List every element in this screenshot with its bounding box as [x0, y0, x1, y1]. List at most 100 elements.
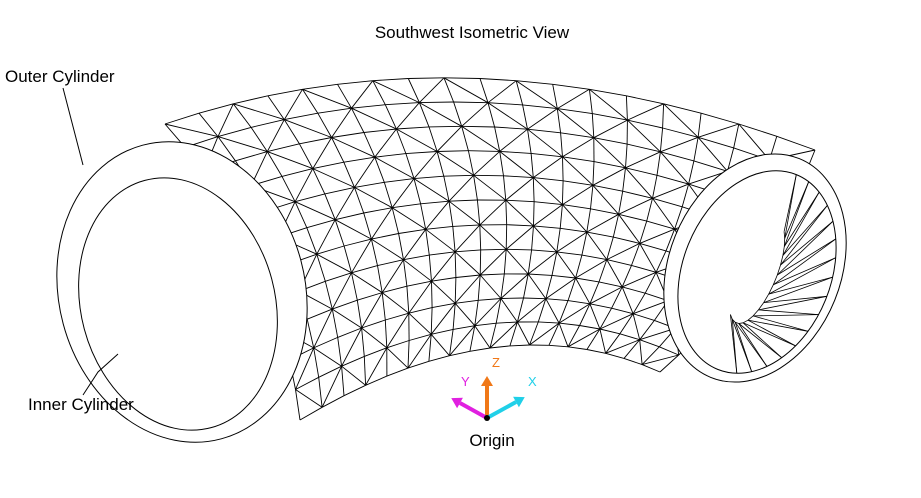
inner-cylinder-label: Inner Cylinder — [28, 395, 134, 414]
mesh-ring-edge — [479, 249, 482, 276]
mesh-ring-edge — [461, 126, 469, 151]
mesh-long-edge — [337, 80, 373, 85]
mesh-long-edge — [652, 197, 683, 208]
mesh-ring-edge — [281, 176, 296, 202]
inner-wall-edge — [731, 319, 753, 372]
mesh-long-edge — [398, 228, 426, 234]
mesh-ring-edge — [527, 249, 533, 275]
mesh-diagonal-edge — [556, 251, 576, 279]
mesh-long-edge — [428, 125, 462, 128]
mesh-long-edge — [563, 180, 593, 186]
mesh-ring-edge — [562, 156, 564, 181]
mesh-long-edge — [559, 322, 580, 326]
mesh-ring-edge — [343, 245, 352, 273]
mesh-long-edge — [335, 212, 364, 221]
mesh-ring-edge — [499, 151, 504, 176]
mesh-diagonal-edge — [454, 224, 481, 253]
z-axis-arrow — [481, 376, 493, 418]
mesh-ring-edge — [598, 259, 608, 283]
mesh-ring-edge — [377, 265, 383, 293]
mesh-long-edge — [593, 137, 628, 145]
mesh-long-edge — [626, 95, 664, 105]
mesh-ring-edge — [436, 151, 445, 177]
mesh-ring-edge — [331, 137, 345, 163]
mesh-diagonal-edge — [660, 151, 689, 185]
mesh-long-edge — [408, 307, 433, 314]
mesh-diagonal-edge — [567, 328, 601, 348]
mesh-diagonal-edge — [599, 313, 634, 330]
mesh-ring-edge — [428, 334, 432, 362]
mesh-diagonal-edge — [316, 253, 352, 274]
mesh-ring-edge — [430, 307, 433, 335]
mesh-diagonal-edge — [267, 151, 313, 170]
mesh-ring-edge — [374, 157, 385, 183]
inner-wall-edge — [773, 238, 837, 286]
mesh-long-edge — [250, 119, 285, 128]
mesh-ring-edge — [625, 95, 628, 121]
mesh-diagonal-edge — [217, 103, 234, 137]
mesh-ring-edge — [452, 226, 456, 252]
outer-cylinder-label: Outer Cylinder — [5, 67, 115, 86]
mesh-ring-edge — [522, 104, 528, 130]
inner-wall-edge — [768, 276, 833, 295]
mesh-diagonal-edge — [592, 167, 626, 186]
inner-wall-edge — [768, 284, 774, 295]
mesh-diagonal-edge — [489, 321, 518, 349]
mesh-diagonal-edge — [386, 347, 409, 369]
mesh-diagonal-edge — [430, 303, 456, 335]
mesh-diagonal-edge — [592, 185, 619, 215]
mesh-long-edge — [656, 174, 689, 185]
mesh-ring-edge — [266, 151, 283, 177]
mesh-diagonal-edge — [341, 365, 366, 386]
mesh-long-edge — [586, 231, 614, 238]
mesh-ring-edge — [621, 265, 632, 288]
mesh-long-edge — [343, 238, 372, 247]
mesh-long-edge — [337, 327, 362, 338]
mesh-diagonal-edge — [391, 207, 426, 230]
mesh-ring-edge — [625, 144, 628, 168]
mesh-diagonal-edge — [697, 137, 728, 172]
mesh-diagonal-edge — [527, 128, 563, 158]
mesh-long-edge — [479, 78, 517, 82]
mesh-ring-edge — [198, 112, 219, 137]
mesh-ring-edge — [659, 127, 664, 152]
mesh-diagonal-edge — [605, 339, 640, 354]
inner-wall-edge — [780, 255, 784, 266]
mesh-ring-edge — [351, 272, 358, 301]
mesh-ring-edge — [659, 354, 680, 373]
mesh-ring-edge — [495, 298, 502, 324]
mesh-diagonal-edge — [233, 103, 285, 121]
mesh-diagonal-edge — [413, 151, 438, 179]
mesh-long-edge — [487, 102, 523, 106]
mesh-ring-edge — [343, 162, 355, 188]
mesh-long-edge — [567, 346, 587, 350]
mesh-ring-edge — [313, 347, 320, 378]
mesh-diagonal-edge — [557, 88, 590, 109]
mesh-ring-edge — [331, 309, 339, 338]
mesh-long-edge — [531, 249, 557, 253]
view-title: Southwest Isometric View — [375, 23, 570, 42]
mesh-diagonal-edge — [479, 274, 502, 299]
mesh-long-edge — [556, 251, 582, 256]
mesh-diagonal-edge — [371, 207, 393, 240]
inner-wall-edge — [735, 321, 739, 324]
mesh-long-edge — [625, 167, 658, 176]
mesh-long-edge — [431, 328, 454, 335]
mesh-long-edge — [385, 312, 409, 321]
mesh-long-edge — [663, 103, 702, 114]
mesh-diagonal-edge — [527, 273, 547, 299]
inner-wall-edge — [776, 264, 781, 276]
inner-wall-edge — [742, 322, 782, 358]
mesh-diagonal-edge — [505, 177, 534, 201]
mesh-ring-edge — [351, 107, 365, 133]
mesh-ring-edge — [407, 340, 410, 369]
mesh-ring-edge — [428, 126, 438, 152]
mesh-long-edge — [386, 340, 410, 349]
inner-wall-edge — [747, 319, 796, 347]
inner-wall-edge — [753, 314, 819, 317]
mesh-long-edge — [503, 175, 534, 179]
mesh-diagonal-edge — [606, 259, 623, 288]
mesh-long-edge — [632, 313, 655, 321]
mesh-long-edge — [622, 286, 646, 294]
